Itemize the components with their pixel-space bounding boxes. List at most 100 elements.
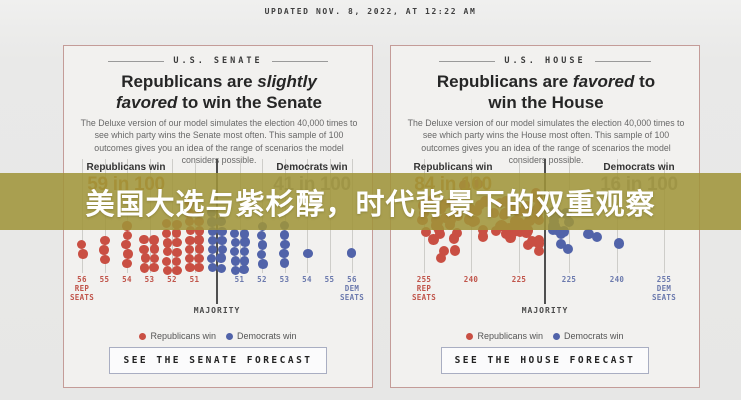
- outcome-dot: [171, 256, 181, 267]
- outcome-dot: [185, 225, 195, 236]
- outcome-dot: [258, 259, 268, 269]
- outcome-dot: [217, 235, 227, 245]
- outcome-dot: [526, 236, 537, 247]
- outcome-dot: [521, 227, 532, 239]
- outcome-dot: [185, 235, 195, 246]
- legend-label: Republicans win: [477, 331, 544, 341]
- outcome-dot: [583, 228, 594, 240]
- house-legend: Republicans win Democrats win: [391, 331, 699, 341]
- outcome-dot: [420, 226, 432, 238]
- outcome-dot: [184, 244, 194, 255]
- senate-kicker: U.S. SENATE: [64, 56, 372, 66]
- outcome-dot: [240, 229, 250, 239]
- outcome-dot: [78, 249, 88, 259]
- senate-legend: Republicans win Democrats win: [64, 331, 372, 341]
- house-majority-label: MAJORITY: [521, 306, 569, 315]
- outcome-dot: [613, 238, 625, 249]
- axis-tick-label: 225: [511, 275, 527, 284]
- legend-item-republicans: Republicans win: [466, 331, 543, 341]
- axis-tick-label: 55: [324, 275, 335, 284]
- senate-majority-label: MAJORITY: [193, 306, 241, 315]
- outcome-dot: [533, 245, 545, 257]
- legend-item-democrats: Democrats win: [226, 331, 297, 341]
- house-kicker: U.S. HOUSE: [391, 56, 699, 66]
- outcome-dot: [451, 227, 462, 239]
- outcome-dot: [207, 235, 218, 246]
- outcome-dot: [435, 252, 447, 264]
- outcome-dot: [477, 225, 489, 236]
- axis-tick-label: 54: [122, 275, 132, 284]
- axis-tick-label: 255 DEM SEATS: [651, 275, 677, 302]
- outcome-dot: [450, 245, 461, 256]
- house-dem-win-label: Democrats win: [603, 162, 675, 173]
- outcome-dot: [280, 239, 290, 249]
- outcome-dot: [122, 230, 132, 241]
- outcome-dot: [194, 263, 204, 273]
- outcome-dot: [434, 229, 446, 240]
- outcome-dot: [230, 246, 240, 256]
- senate-dem-win-label: Democrats win: [276, 162, 348, 173]
- updated-timestamp: UPDATED NOV. 8, 2022, AT 12:22 AM: [264, 7, 477, 16]
- outcome-dot: [239, 264, 249, 275]
- outcome-dot: [162, 238, 173, 248]
- outcome-dot: [256, 230, 267, 241]
- outcome-dot: [100, 254, 110, 265]
- axis-tick-label: 240: [463, 275, 479, 284]
- outcome-dot: [150, 244, 160, 254]
- kicker-rule-left: [108, 60, 165, 62]
- outcome-dot: [207, 226, 218, 237]
- see-senate-forecast-button[interactable]: SEE THE SENATE FORECAST: [109, 347, 327, 374]
- outcome-dot: [194, 226, 204, 236]
- outcome-dot: [229, 228, 240, 239]
- outcome-dot: [230, 238, 241, 248]
- outcome-dot: [123, 249, 133, 259]
- outcome-dot: [162, 256, 172, 267]
- outcome-dot: [448, 233, 460, 244]
- kicker-rule-right: [271, 60, 328, 62]
- outcome-dot: [558, 226, 570, 237]
- senate-cta-row: SEE THE SENATE FORECAST: [64, 347, 372, 374]
- axis-tick-label: 255 REP SEATS: [411, 275, 437, 302]
- outcome-dot: [279, 248, 289, 259]
- outcome-dot: [591, 231, 603, 243]
- outcome-dot: [490, 225, 502, 236]
- house-title: Republicans are favored to win the House: [436, 72, 656, 113]
- outcome-dot: [239, 246, 250, 257]
- house-cta-row: SEE THE HOUSE FORECAST: [391, 347, 699, 374]
- outcome-dot: [206, 253, 217, 264]
- outcome-dot: [438, 245, 449, 257]
- outcome-dot: [217, 226, 227, 236]
- outcome-dot: [162, 228, 172, 239]
- outcome-dot: [140, 253, 150, 263]
- outcome-dot: [239, 256, 249, 266]
- outcome-dot: [477, 231, 489, 242]
- outcome-dot: [149, 253, 160, 264]
- outcome-dot: [207, 262, 218, 272]
- house-description: The Deluxe version of our model simulate…: [407, 118, 685, 165]
- see-house-forecast-button[interactable]: SEE THE HOUSE FORECAST: [440, 347, 650, 374]
- outcome-dot: [280, 230, 290, 240]
- legend-label: Republicans win: [150, 331, 217, 341]
- axis-tick-label: 53: [279, 275, 290, 284]
- outcome-dot: [257, 249, 267, 260]
- outcome-dot: [171, 228, 181, 238]
- outcome-dot: [185, 262, 195, 273]
- outcome-dot: [194, 235, 204, 245]
- outcome-dot: [99, 245, 109, 255]
- axis-tick-label: 53: [144, 275, 155, 284]
- legend-label: Democrats win: [237, 331, 297, 341]
- outcome-dot: [139, 263, 149, 273]
- dem-dot-icon: [553, 332, 561, 340]
- legend-item-democrats: Democrats win: [553, 331, 624, 341]
- kicker-rule-left: [439, 60, 496, 62]
- outcome-dot: [230, 265, 241, 276]
- axis-tick-label: 240: [609, 275, 625, 284]
- majority-line: [544, 159, 546, 304]
- outcome-dot: [194, 253, 204, 264]
- rep-dot-icon: [139, 332, 147, 340]
- outcome-dot: [230, 256, 241, 266]
- outcome-dot: [121, 240, 131, 250]
- legend-item-republicans: Republicans win: [139, 331, 216, 341]
- outcome-dot: [500, 228, 512, 239]
